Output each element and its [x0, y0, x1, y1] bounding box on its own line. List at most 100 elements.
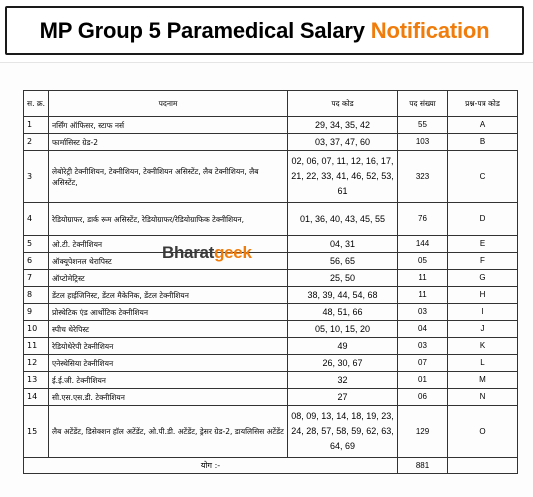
row-post-name: लैब अटेंडेंट, डिसेक्शन हॉल अटेंडेंट, ओ.प…	[48, 405, 288, 458]
row-post-codes: 27	[287, 388, 398, 406]
row-post-count: 03	[397, 303, 448, 321]
table-row: 8 डेंटल हाईजिनिस्ट, डेंटल मैकेनिक, डेंटल…	[23, 286, 518, 304]
table-row: 4 रेडियोग्राफर, डार्क रूम असिस्टेंट, रेड…	[23, 202, 518, 236]
row-post-count: 76	[397, 202, 448, 236]
row-post-count: 323	[397, 150, 448, 203]
row-serial: 2	[23, 133, 49, 151]
row-post-count: 04	[397, 320, 448, 338]
row-post-count: 05	[397, 252, 448, 270]
row-post-name: प्रोस्थेटिक एंड आर्थोटिक टेक्नीशियन	[48, 303, 288, 321]
title-main: MP Group 5 Paramedical Salary	[39, 17, 365, 43]
row-paper-code: H	[447, 286, 518, 304]
row-post-count: 03	[397, 337, 448, 355]
table-row: 11 रेडियोथेरेपी टेक्नीशियन 49 03 K	[23, 337, 518, 355]
table-row: 3 लेबोरेट्री टेक्नीशियन, टेक्नीशियन, टेक…	[23, 150, 518, 203]
table-row: 2 फार्मासिस्ट ग्रेड-2 03, 37, 47, 60 103…	[23, 133, 518, 151]
title-accent: Notification	[370, 17, 490, 43]
row-serial: 12	[23, 354, 49, 372]
row-post-codes: 08, 09, 13, 14, 18, 19, 23, 24, 28, 57, …	[287, 405, 398, 458]
row-post-name: एनेस्थेसिया टेक्नीशियन	[48, 354, 288, 372]
row-paper-code: C	[447, 150, 518, 203]
row-post-name: ऑप्टोमेट्रिस्ट	[48, 269, 288, 287]
row-serial: 8	[23, 286, 49, 304]
row-serial: 7	[23, 269, 49, 287]
row-serial: 11	[23, 337, 49, 355]
row-paper-code: G	[447, 269, 518, 287]
row-post-count: 11	[397, 286, 448, 304]
table-row: 5 ओ.टी. टेक्नीशियन 04, 31 144 E	[23, 235, 518, 253]
header-post-count: पद संख्या	[397, 90, 448, 117]
row-post-codes: 05, 10, 15, 20	[287, 320, 398, 338]
row-post-name: नर्सिंग ऑफिसर, स्टाफ नर्स	[48, 116, 288, 134]
row-post-codes: 25, 50	[287, 269, 398, 287]
watermark-part2: geek	[214, 243, 252, 262]
row-post-codes: 04, 31	[287, 235, 398, 253]
total-empty-cell	[447, 457, 518, 474]
row-post-codes: 26, 30, 67	[287, 354, 398, 372]
row-post-count: 103	[397, 133, 448, 151]
row-post-codes: 56, 65	[287, 252, 398, 270]
row-paper-code: F	[447, 252, 518, 270]
table-row: 15 लैब अटेंडेंट, डिसेक्शन हॉल अटेंडेंट, …	[23, 405, 518, 458]
table-row: 13 ई.ई.जी. टेक्नीशियन 32 01 M	[23, 371, 518, 389]
row-serial: 3	[23, 150, 49, 203]
row-post-name: रेडियोथेरेपी टेक्नीशियन	[48, 337, 288, 355]
table-row: 9 प्रोस्थेटिक एंड आर्थोटिक टेक्नीशियन 48…	[23, 303, 518, 321]
row-paper-code: I	[447, 303, 518, 321]
row-post-name: ई.ई.जी. टेक्नीशियन	[48, 371, 288, 389]
row-post-codes: 01, 36, 40, 43, 45, 55	[287, 202, 398, 236]
row-paper-code: E	[447, 235, 518, 253]
table-row: 6 ऑक्यूपेशनल थेरापिस्ट 56, 65 05 F	[23, 252, 518, 270]
row-post-count: 07	[397, 354, 448, 372]
posts-table: स. क्र. पदनाम पद कोड पद संख्या प्रश्न-पत…	[23, 90, 518, 474]
row-serial: 5	[23, 235, 49, 253]
row-post-codes: 29, 34, 35, 42	[287, 116, 398, 134]
watermark-logo: Bharatgeek	[162, 243, 252, 263]
row-post-name: लेबोरेट्री टेक्नीशियन, टेक्नीशियन, टेक्न…	[48, 150, 288, 203]
row-paper-code: N	[447, 388, 518, 406]
row-paper-code: A	[447, 116, 518, 134]
row-post-codes: 02, 06, 07, 11, 12, 16, 17, 21, 22, 33, …	[287, 150, 398, 203]
row-post-name: रेडियोग्राफर, डार्क रूम असिस्टेंट, रेडिय…	[48, 202, 288, 236]
total-count: 881	[397, 457, 448, 474]
row-post-count: 01	[397, 371, 448, 389]
table-row: 1 नर्सिंग ऑफिसर, स्टाफ नर्स 29, 34, 35, …	[23, 116, 518, 134]
row-paper-code: K	[447, 337, 518, 355]
row-post-count: 55	[397, 116, 448, 134]
row-paper-code: L	[447, 354, 518, 372]
row-paper-code: J	[447, 320, 518, 338]
row-serial: 13	[23, 371, 49, 389]
watermark-part1: Bharat	[162, 243, 215, 262]
table-row: 12 एनेस्थेसिया टेक्नीशियन 26, 30, 67 07 …	[23, 354, 518, 372]
table-row: 10 स्पीच थेरेपिस्ट 05, 10, 15, 20 04 J	[23, 320, 518, 338]
table-header-row: स. क्र. पदनाम पद कोड पद संख्या प्रश्न-पत…	[23, 90, 518, 117]
header-post-code: पद कोड	[287, 90, 398, 117]
row-paper-code: D	[447, 202, 518, 236]
row-post-count: 129	[397, 405, 448, 458]
row-post-codes: 49	[287, 337, 398, 355]
row-post-codes: 48, 51, 66	[287, 303, 398, 321]
notification-document: स. क्र. पदनाम पद कोड पद संख्या प्रश्न-पत…	[0, 62, 533, 497]
row-serial: 10	[23, 320, 49, 338]
row-post-name: स्पीच थेरेपिस्ट	[48, 320, 288, 338]
row-serial: 6	[23, 252, 49, 270]
row-post-codes: 03, 37, 47, 60	[287, 133, 398, 151]
row-post-name: डेंटल हाईजिनिस्ट, डेंटल मैकेनिक, डेंटल ट…	[48, 286, 288, 304]
table-row: 14 सी.एस.एस.डी. टेक्नीशियन 27 06 N	[23, 388, 518, 406]
row-post-count: 144	[397, 235, 448, 253]
row-paper-code: M	[447, 371, 518, 389]
row-paper-code: B	[447, 133, 518, 151]
row-serial: 9	[23, 303, 49, 321]
row-post-codes: 38, 39, 44, 54, 68	[287, 286, 398, 304]
row-post-count: 06	[397, 388, 448, 406]
table-row: 7 ऑप्टोमेट्रिस्ट 25, 50 11 G	[23, 269, 518, 287]
row-serial: 4	[23, 202, 49, 236]
row-post-count: 11	[397, 269, 448, 287]
page-title: MP Group 5 Paramedical Salary Notificati…	[5, 6, 524, 55]
header-paper-code: प्रश्न-पत्र कोड	[447, 90, 518, 117]
row-post-name: फार्मासिस्ट ग्रेड-2	[48, 133, 288, 151]
row-serial: 15	[23, 405, 49, 458]
row-paper-code: O	[447, 405, 518, 458]
total-row: योग :- 881	[23, 457, 518, 474]
header-post-name: पदनाम	[48, 90, 288, 117]
